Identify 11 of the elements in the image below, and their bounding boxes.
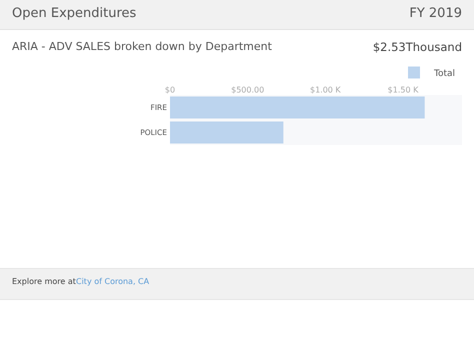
x-tick-label: $1.50 K: [388, 85, 420, 94]
x-tick-label: $1.00 K: [310, 85, 342, 94]
x-tick-label: $500.00: [231, 85, 264, 94]
text: City of Corona, CA: [76, 277, 150, 286]
chart-subtitle: ARIA - ADV SALES broken down by Department: [12, 40, 272, 53]
text: FY 2019: [409, 6, 462, 21]
text: $2.53Thousand: [372, 40, 462, 54]
chart-title: Open Expenditures: [12, 6, 136, 21]
text: Explore more at: [12, 277, 76, 286]
legend-label: Total: [433, 69, 456, 80]
x-tick-label: $0: [164, 85, 176, 94]
